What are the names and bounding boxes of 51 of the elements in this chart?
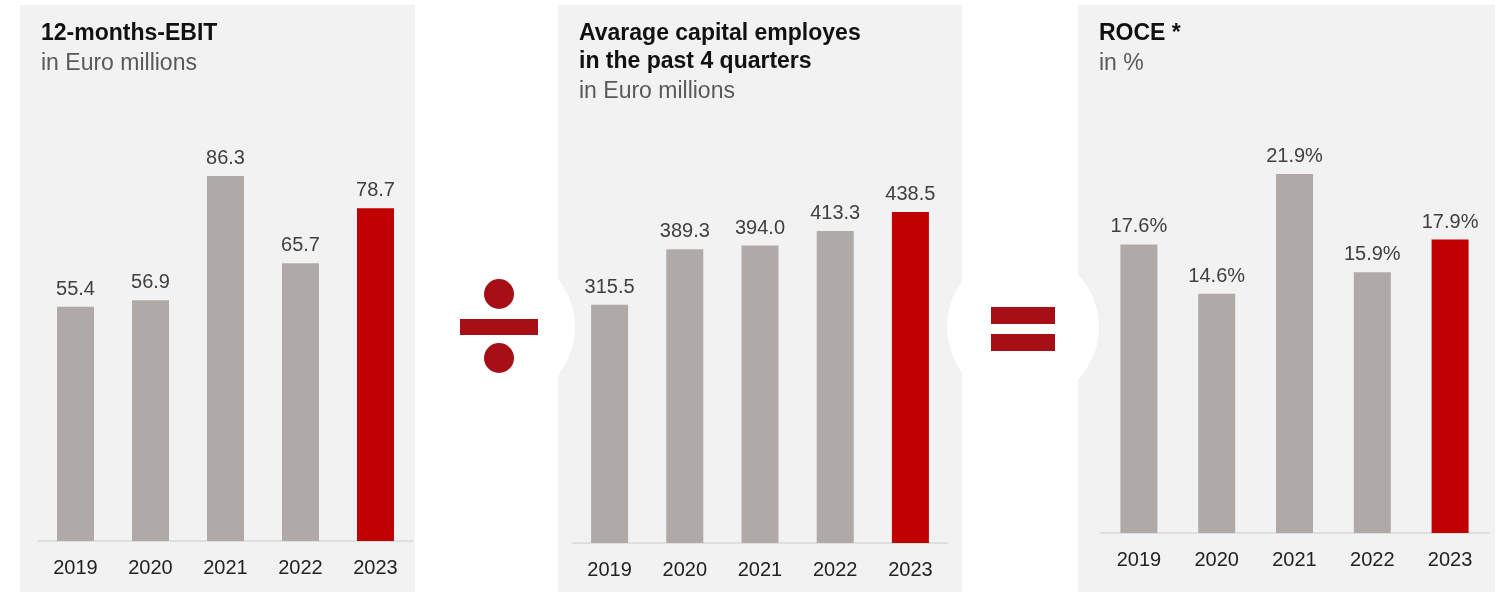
x-tick-label: 2022 xyxy=(278,556,323,578)
data-label: 65.7 xyxy=(281,233,320,256)
data-label: 86.3 xyxy=(206,146,245,168)
bar xyxy=(1276,174,1313,533)
bar xyxy=(132,300,169,541)
chart-title: Avarage capital employes in the past 4 quarters xyxy=(579,19,868,73)
bar xyxy=(891,212,929,543)
data-label: 413.3 xyxy=(810,201,861,224)
chart-subtitle: in Euro millions xyxy=(579,76,735,103)
x-tick-label: 2023 xyxy=(1427,548,1473,570)
bar xyxy=(207,176,244,541)
x-tick-label: 2019 xyxy=(587,558,632,580)
data-label: 56.9 xyxy=(131,270,170,293)
data-label: 17.9% xyxy=(1421,209,1479,232)
data-label: 14.6% xyxy=(1188,263,1246,286)
bar xyxy=(1431,239,1469,533)
x-tick-label: 2019 xyxy=(53,556,98,578)
x-tick-label: 2020 xyxy=(1194,548,1239,570)
bar xyxy=(1198,293,1236,533)
x-tick-label: 2020 xyxy=(128,556,173,578)
data-label: 17.6% xyxy=(1110,214,1168,237)
chart-title: 12-months-EBIT xyxy=(41,19,218,45)
x-tick-label: 2023 xyxy=(888,558,933,580)
data-label: 315.5 xyxy=(584,274,635,297)
bar xyxy=(1120,244,1158,533)
x-tick-label: 2021 xyxy=(737,558,783,580)
x-tick-label: 2021 xyxy=(203,556,248,578)
x-tick-label: 2022 xyxy=(812,558,858,580)
x-tick-label: 2019 xyxy=(1116,548,1162,570)
data-label: 389.3 xyxy=(659,219,710,242)
data-label: 55.4 xyxy=(56,276,95,299)
bar xyxy=(816,231,854,543)
chart-subtitle: in % xyxy=(1099,48,1144,75)
bar xyxy=(57,306,94,541)
x-tick-label: 2023 xyxy=(353,556,398,578)
chart-subtitle: in Euro millions xyxy=(41,48,197,75)
data-label: 78.7 xyxy=(356,178,395,201)
data-label: 15.9% xyxy=(1343,242,1401,265)
x-tick-label: 2020 xyxy=(662,558,708,580)
bar xyxy=(591,304,629,543)
data-label: 394.0 xyxy=(734,215,786,238)
chart-title: ROCE * xyxy=(1099,19,1181,45)
x-tick-label: 2021 xyxy=(1272,548,1317,570)
bar xyxy=(741,245,779,543)
data-label: 438.5 xyxy=(885,182,936,204)
bar xyxy=(1353,272,1391,533)
bar xyxy=(666,249,704,543)
bar xyxy=(282,263,319,541)
bar xyxy=(357,208,394,541)
x-tick-label: 2022 xyxy=(1350,548,1395,570)
data-label: 21.9% xyxy=(1266,144,1324,166)
